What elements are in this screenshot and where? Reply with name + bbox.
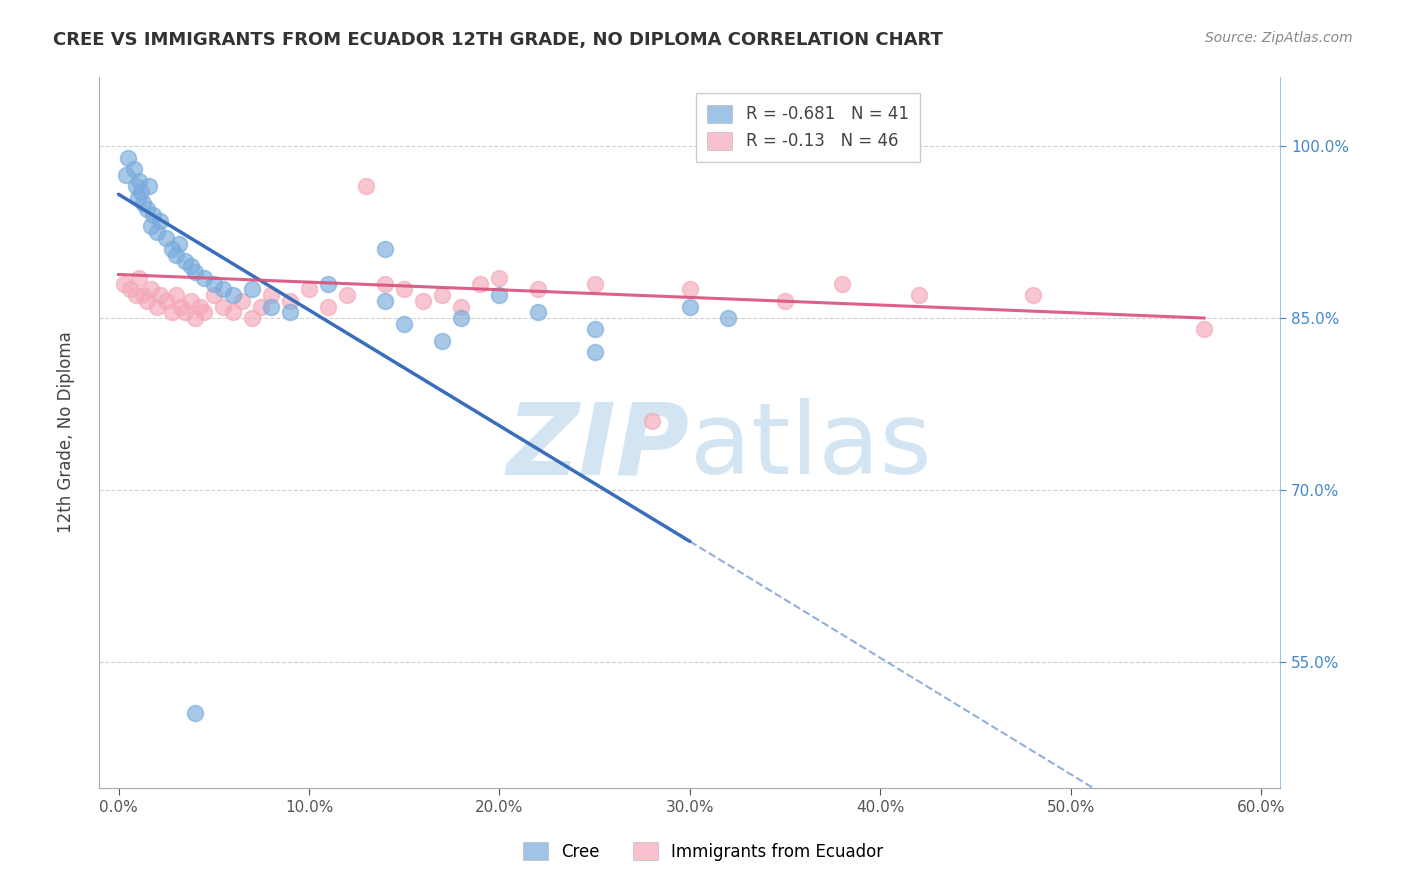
Point [145,225,167,239]
Y-axis label: 12th Grade, No Diploma: 12th Grade, No Diploma [58,332,75,533]
Point [831,277,853,291]
Point [193,305,215,319]
Point [127,191,149,205]
Point [773,293,796,308]
Point [160,242,183,256]
Point [155,231,177,245]
Text: ZIP: ZIP [508,399,690,495]
Point [128,173,150,187]
Legend: Cree, Immigrants from Ecuador: Cree, Immigrants from Ecuador [516,836,890,868]
Point [583,322,606,336]
Point [583,277,606,291]
Point [336,288,359,302]
Point [193,271,215,285]
Point [278,293,301,308]
Point [139,282,162,296]
Point [394,282,416,296]
Point [470,277,492,291]
Point [136,293,159,308]
Point [1022,288,1045,302]
Point [231,293,253,308]
Point [298,282,321,296]
Point [117,151,139,165]
Point [374,293,396,308]
Legend: R = -0.681   N = 41, R = -0.13   N = 46: R = -0.681 N = 41, R = -0.13 N = 46 [696,93,921,161]
Point [526,282,548,296]
Point [165,288,187,302]
Point [115,168,138,182]
Point [907,288,929,302]
Point [316,277,339,291]
Point [316,300,339,314]
Point [122,162,145,177]
Point [202,277,225,291]
Point [139,219,162,234]
Point [142,208,165,222]
Point [183,311,205,326]
Point [374,242,396,256]
Point [679,300,702,314]
Point [260,300,283,314]
Point [717,311,740,326]
Point [136,202,159,217]
Point [394,317,416,331]
Point [250,300,273,314]
Point [450,311,472,326]
Point [488,271,510,285]
Point [128,271,150,285]
Point [212,282,235,296]
Point [138,179,160,194]
Point [450,300,472,314]
Point [222,288,245,302]
Point [155,293,177,308]
Text: CREE VS IMMIGRANTS FROM ECUADOR 12TH GRADE, NO DIPLOMA CORRELATION CHART: CREE VS IMMIGRANTS FROM ECUADOR 12TH GRA… [53,31,943,49]
Point [679,282,702,296]
Point [354,179,377,194]
Point [149,288,172,302]
Point [202,288,225,302]
Point [145,300,167,314]
Point [641,414,664,428]
Point [260,288,283,302]
Point [170,300,193,314]
Point [118,282,141,296]
Point [183,265,205,279]
Point [180,293,202,308]
Point [432,334,454,348]
Point [132,196,155,211]
Point [169,236,191,251]
Point [165,248,187,262]
Text: atlas: atlas [690,399,932,495]
Point [131,185,153,199]
Point [183,706,205,721]
Point [240,282,263,296]
Point [432,288,454,302]
Point [124,179,146,194]
Point [174,253,197,268]
Point [174,305,197,319]
Text: Source: ZipAtlas.com: Source: ZipAtlas.com [1205,31,1353,45]
Point [160,305,183,319]
Point [124,288,146,302]
Point [488,288,510,302]
Point [412,293,434,308]
Point [222,305,245,319]
Point [374,277,396,291]
Point [583,345,606,359]
Point [112,277,135,291]
Point [190,300,212,314]
Point [1192,322,1215,336]
Point [240,311,263,326]
Point [212,300,235,314]
Point [180,260,202,274]
Point [526,305,548,319]
Point [149,213,172,227]
Point [132,288,155,302]
Point [278,305,301,319]
